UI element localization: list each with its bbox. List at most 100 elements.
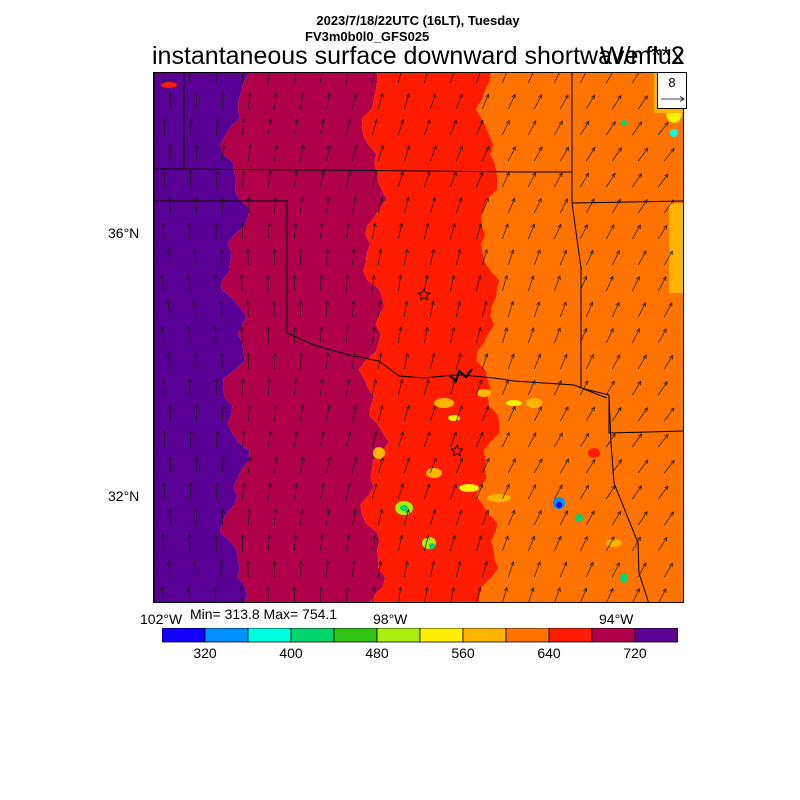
wind-vector-arrow: [481, 197, 489, 214]
wind-vector-arrow: [273, 508, 278, 526]
wind-vector-arrow: [455, 248, 462, 266]
wind-vector-arrow: [449, 119, 458, 136]
state-border: [571, 73, 610, 396]
wind-vector-arrow: [507, 93, 516, 110]
wind-vector-arrow: [606, 121, 616, 136]
cell-spot: [477, 389, 491, 397]
wind-vector-arrow: [371, 326, 377, 344]
wind-vector-arrow: [266, 326, 271, 344]
cell-spot: [459, 484, 479, 492]
wind-vector-arrow: [318, 326, 324, 344]
wind-vector-arrow: [166, 248, 171, 266]
wind-vector-arrow: [455, 352, 462, 370]
wind-vector-arrow: [187, 534, 192, 552]
wind-vector-arrow: [658, 485, 669, 500]
wind-vector-arrow: [664, 302, 673, 318]
wind-vector-arrow: [502, 586, 508, 602]
wind-vector-arrow: [429, 457, 437, 474]
wind-vector-arrow: [507, 197, 516, 214]
wind-vector-arrow: [345, 586, 350, 602]
wind-vector-arrow: [241, 482, 246, 500]
wind-vector-arrow: [377, 196, 384, 214]
wind-vector-arrow: [527, 484, 536, 500]
wind-vector-arrow: [266, 534, 272, 552]
wind-vector-arrow: [215, 430, 220, 448]
flux-shading: [154, 73, 683, 602]
cell-spot: [606, 539, 622, 547]
wind-vector-arrow: [292, 586, 297, 602]
wind-vector-arrow: [501, 535, 509, 552]
wind-vector-arrow: [455, 300, 462, 318]
wind-vector-arrow: [455, 93, 463, 110]
wind-vector-arrow: [606, 433, 616, 448]
wind-vector-arrow: [534, 458, 543, 474]
wind-vector-arrow: [345, 170, 352, 188]
wind-vector-arrow: [579, 380, 589, 396]
state-border: [154, 168, 572, 173]
wind-vector-arrow: [351, 196, 357, 214]
colorbar-swatch: [634, 628, 678, 643]
wind-vector-arrow: [247, 196, 252, 214]
lon-label-94w: 94°W: [599, 611, 634, 627]
wind-vector-arrow: [611, 249, 620, 266]
wind-vector-arrow: [325, 560, 330, 578]
wind-vector-arrow: [501, 274, 508, 292]
wind-vector-arrow: [325, 352, 330, 370]
colorbar-swatch: [419, 628, 464, 643]
wind-vector-arrow: [580, 120, 590, 136]
wind-vector-arrow: [403, 352, 410, 370]
wind-vector-arrow: [166, 560, 171, 578]
wind-vector-arrow: [481, 300, 488, 318]
wind-vector-arrow: [351, 92, 358, 110]
wind-vector-arrow: [638, 354, 647, 370]
wind-vector-arrow: [612, 406, 622, 422]
wind-vector-arrow: [213, 222, 219, 240]
wind-vector-arrow: [293, 73, 296, 84]
wind-vector-arrow: [533, 561, 541, 578]
wind-vector-arrow: [273, 144, 279, 162]
wind-vector-arrow: [299, 196, 305, 214]
wind-vector-arrow: [214, 378, 219, 396]
wind-vector-arrow: [612, 198, 621, 214]
wind-vector-arrow: [423, 534, 430, 552]
wind-vector-arrow: [351, 404, 358, 422]
wind-vector-arrow: [245, 560, 251, 578]
wind-vector-arrow: [481, 509, 489, 526]
wind-vector-arrow: [554, 484, 563, 500]
wind-vector-arrow: [397, 326, 403, 344]
city-markers: [417, 287, 464, 457]
wind-vector-arrow: [192, 300, 197, 318]
wind-vector-arrow: [241, 170, 246, 188]
wind-vector-arrow: [527, 120, 537, 136]
wind-vector-arrow: [475, 119, 484, 136]
wind-vector-arrow: [325, 196, 331, 214]
wind-vector-arrow: [481, 457, 490, 474]
wind-vector-arrow: [240, 222, 245, 240]
cell-spot: [670, 129, 678, 137]
wind-vector-arrow: [501, 119, 510, 136]
wind-vector-arrow: [293, 430, 299, 448]
wind-vector-arrow: [586, 406, 595, 422]
wind-vector-arrow: [658, 173, 669, 188]
wind-vector-arrow: [475, 379, 483, 396]
wind-vector-arrow: [449, 431, 457, 448]
wind-vector-arrow: [423, 119, 431, 136]
wind-vector-arrow: [273, 92, 279, 110]
wind-vector-arrow: [166, 352, 172, 370]
wind-vector-arrow: [246, 352, 251, 370]
wind-vector-arrow: [638, 147, 649, 162]
reference-vector-box: 8: [657, 72, 687, 109]
wind-vector-arrow: [429, 352, 436, 370]
wind-vector-arrow: [319, 430, 326, 448]
wind-vector-arrow: [194, 508, 199, 526]
state-border: [154, 200, 608, 399]
wind-vector-arrow: [162, 430, 167, 448]
wind-vector-arrow: [553, 535, 562, 552]
wind-vector-arrow: [219, 300, 224, 318]
wind-vector-arrow: [606, 172, 616, 188]
wind-vector-arrow: [239, 586, 244, 602]
wind-vector-arrow: [397, 222, 404, 240]
wind-vector-arrow: [398, 586, 403, 602]
reference-vector-label: 8: [668, 75, 676, 90]
wind-vector-arrow: [194, 92, 199, 110]
